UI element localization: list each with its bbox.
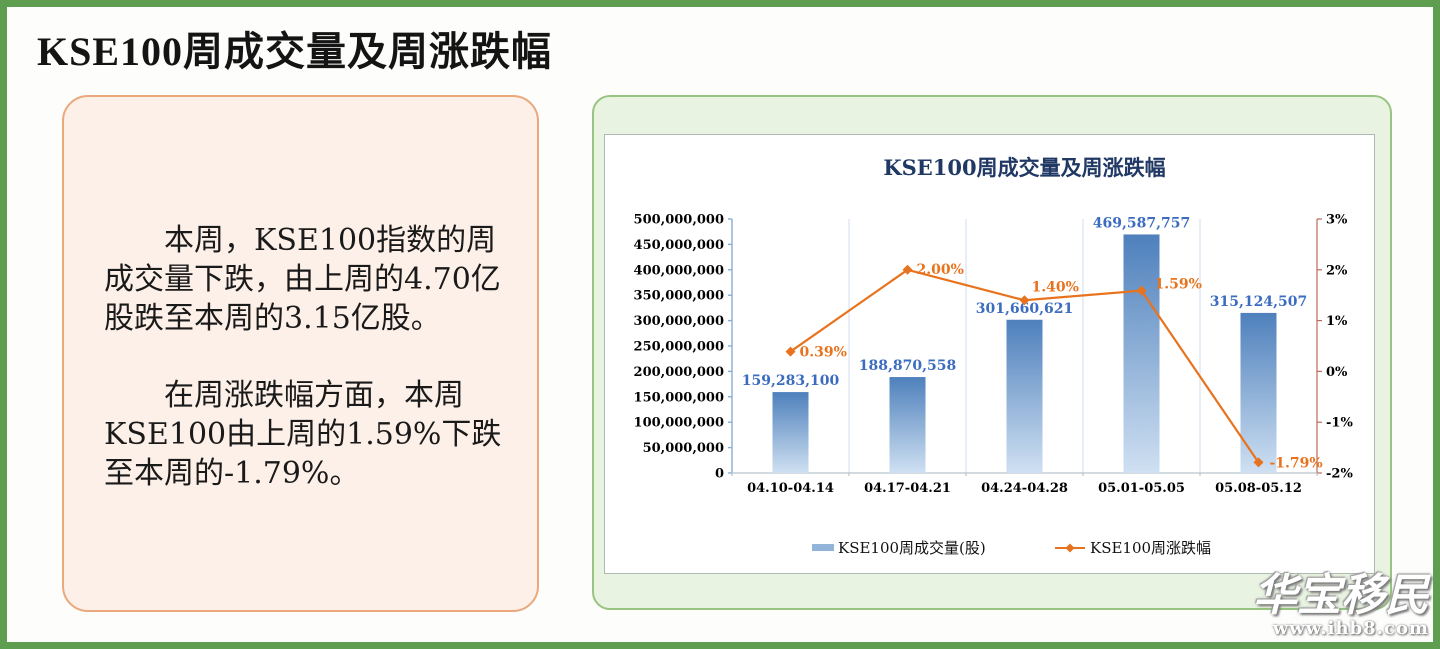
combo-chart: KSE100周成交量及周涨跌幅 0 50,000,000 100,000,000 150…: [634, 155, 1354, 557]
line-marker: [1019, 295, 1030, 306]
chart-area: KSE100周成交量及周涨跌幅 0 50,000,000 100,000,000 150…: [604, 134, 1375, 574]
y-axis-right: -2% -1% 0% 1% 2% 3%: [1316, 213, 1353, 482]
bar-value-label: 301,660,621: [976, 301, 1073, 317]
x-axis: 04.10-04.14 04.17-04.21 04.24-04.28 05.01-0…: [731, 472, 1318, 496]
svg-text:500,000,000: 500,000,000: [634, 213, 724, 228]
volume-bar: [889, 377, 926, 473]
svg-text:50,000,000: 50,000,000: [643, 441, 724, 456]
svg-text:350,000,000: 350,000,000: [634, 289, 724, 304]
svg-text:450,000,000: 450,000,000: [634, 238, 724, 253]
watermark-url: www.ihb8.com: [1272, 618, 1429, 640]
svg-text:-2%: -2%: [1326, 467, 1353, 482]
volume-bar: [1240, 312, 1277, 473]
summary-panel: 本周，KSE100指数的周成交量下跌，由上周的4.70亿股跌至本周的3.15亿股…: [62, 95, 539, 612]
volume-bar: [1123, 234, 1160, 473]
svg-text:0%: 0%: [1326, 365, 1348, 380]
line-value-label: 2.00%: [917, 262, 964, 278]
legend-label-change: KSE100周涨跌幅: [1090, 539, 1211, 557]
line-marker: [1136, 285, 1147, 296]
line-marker: [785, 346, 796, 357]
svg-text:2%: 2%: [1326, 263, 1348, 278]
bar-value-label: 188,870,558: [859, 358, 956, 374]
svg-text:1%: 1%: [1326, 314, 1348, 329]
volume-bar: [772, 392, 809, 473]
line-value-label: -1.79%: [1270, 455, 1323, 471]
chart-title: KSE100周成交量及周涨跌幅: [883, 155, 1165, 180]
bar-value-label: 315,124,507: [1210, 294, 1307, 310]
svg-text:0: 0: [715, 467, 724, 482]
chart-panel: KSE100周成交量及周涨跌幅 0 50,000,000 100,000,000 150…: [592, 95, 1392, 610]
page-title: KSE100周成交量及周涨跌幅: [37, 29, 553, 74]
svg-text:100,000,000: 100,000,000: [634, 416, 724, 431]
summary-paragraph-change: 在周涨跌幅方面，本周KSE100由上周的1.59%下跌至本周的-1.79%。: [104, 378, 502, 491]
x-axis-label: 04.24-04.28: [981, 481, 1068, 496]
x-axis-label: 05.01-05.05: [1098, 481, 1185, 496]
line-value-label: 0.39%: [800, 345, 847, 361]
line-value-label: 1.40%: [1032, 279, 1079, 295]
svg-text:400,000,000: 400,000,000: [634, 263, 724, 278]
line-marker: [902, 264, 913, 275]
gridlines: [848, 219, 1201, 473]
y-axis-left: 0 50,000,000 100,000,000 150,000,000 200,000…: [634, 213, 733, 482]
bar-value-label: 159,283,100: [742, 373, 840, 389]
x-axis-label: 05.08-05.12: [1215, 481, 1302, 496]
line-marker: [1253, 457, 1264, 468]
svg-text:200,000,000: 200,000,000: [634, 365, 724, 380]
svg-text:250,000,000: 250,000,000: [634, 340, 724, 355]
legend-bar-swatch: [812, 544, 834, 551]
x-axis-label: 04.10-04.14: [747, 481, 834, 496]
svg-text:150,000,000: 150,000,000: [634, 390, 724, 405]
summary-paragraph-volume: 本周，KSE100指数的周成交量下跌，由上周的4.70亿股跌至本周的3.15亿股…: [104, 223, 501, 336]
legend-diamond-icon: [1065, 543, 1075, 553]
volume-bar: [1006, 319, 1043, 473]
legend-label-volume: KSE100周成交量(股): [838, 539, 986, 557]
svg-text:300,000,000: 300,000,000: [634, 314, 724, 329]
svg-text:3%: 3%: [1326, 213, 1348, 228]
svg-text:-1%: -1%: [1326, 416, 1353, 431]
x-axis-label: 04.17-04.21: [864, 481, 951, 496]
line-value-label: 1.59%: [1155, 277, 1202, 293]
bar-value-label: 469,587,757: [1093, 215, 1190, 231]
change-line: 0.39% 2.00% 1.40% 1.59% -1.79%: [785, 262, 1323, 471]
legend: KSE100周成交量(股) KSE100周涨跌幅: [812, 539, 1211, 557]
